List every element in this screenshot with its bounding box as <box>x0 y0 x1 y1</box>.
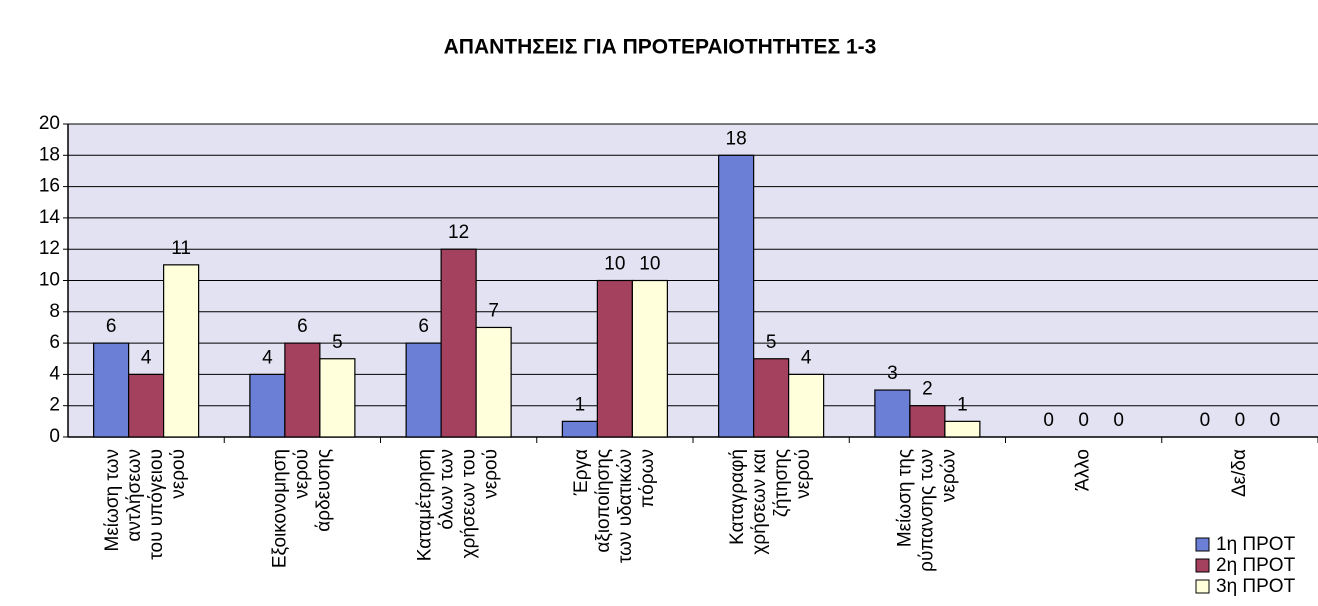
y-tick-label: 18 <box>39 144 60 165</box>
value-label: 5 <box>332 332 343 353</box>
x-tick-label-line: Άλλο <box>1073 449 1094 491</box>
x-tick-label-line: Εξοικονομηση <box>269 449 290 568</box>
bar <box>93 342 130 438</box>
x-tick-label: Δε/δα <box>1229 449 1250 497</box>
value-label: 0 <box>1200 410 1211 431</box>
legend-swatch <box>1195 558 1210 573</box>
bar <box>874 389 911 438</box>
value-label: 0 <box>1113 410 1124 431</box>
x-tick-label-line: νερού <box>793 449 814 499</box>
legend-swatch <box>1195 579 1210 594</box>
y-tick-label: 6 <box>49 332 60 353</box>
value-label: 7 <box>488 300 499 321</box>
x-tick-label-line: πόρων <box>637 449 658 508</box>
value-label: 12 <box>448 222 469 243</box>
x-tick-label-line: ζήτησης <box>771 449 792 517</box>
x-tick-label-line: Έργα <box>571 449 592 496</box>
y-tick-label: 10 <box>39 270 60 291</box>
y-tick-label: 20 <box>39 113 60 134</box>
x-tick-label-line: άρδευσης <box>313 449 334 532</box>
x-tick-label-line: Μείωση των <box>102 449 123 552</box>
x-tick-label-line: χρήσεων και <box>749 449 770 555</box>
y-tick-label: 8 <box>49 301 60 322</box>
y-tick-label: 14 <box>39 207 61 228</box>
legend-label: 1η ΠΡΟΤ <box>1216 534 1296 555</box>
bar <box>944 420 981 438</box>
x-tick-label: Μείωση τηςρύπανσης τωννερών <box>894 449 959 572</box>
bar <box>319 358 356 438</box>
x-tick-label-line: χρήσεων του <box>459 449 480 558</box>
bar <box>284 342 321 438</box>
legend-label: 3η ΠΡΟΤ <box>1216 576 1296 597</box>
x-tick-label-line: ρύπανσης των <box>916 449 937 572</box>
x-tick-label-line: αξιοποίησης <box>593 449 614 553</box>
value-label: 11 <box>171 238 191 259</box>
bar <box>909 405 946 438</box>
bar <box>596 279 633 438</box>
value-label: 3 <box>887 363 898 384</box>
x-tick-label: Έργααξιοποίησηςτων υδατικώνπόρων <box>571 449 658 563</box>
bar <box>249 373 286 438</box>
value-label: 5 <box>766 332 777 353</box>
x-tick-label-line: αντλήσεων <box>124 449 145 542</box>
value-label: 6 <box>418 316 429 337</box>
bar <box>475 326 512 438</box>
x-tick-label-line: νερών <box>938 449 959 502</box>
bar <box>163 264 200 438</box>
x-tick-label-line: νερού <box>291 449 312 499</box>
bar <box>718 154 755 438</box>
bar <box>631 279 668 438</box>
legend-label: 2η ΠΡΟΤ <box>1216 555 1296 576</box>
value-label: 18 <box>726 128 747 149</box>
value-label: 0 <box>1043 410 1054 431</box>
chart-title: ΑΠΑΝΤΗΣΕΙΣ ΓΙΑ ΠΡΟΤΕΡΑΙΟΤΗΤΗΤΕΣ 1-3 <box>444 36 877 59</box>
value-label: 6 <box>106 316 117 337</box>
value-label: 1 <box>575 394 586 415</box>
value-label: 0 <box>1078 410 1089 431</box>
value-label: 0 <box>1270 410 1281 431</box>
x-tick-label-line: Δε/δα <box>1229 449 1250 497</box>
y-tick-label: 0 <box>49 426 60 447</box>
x-tick-label-line: Καταγραφή <box>727 449 748 545</box>
x-tick-label-line: Καταμέτρηση <box>415 449 436 561</box>
x-tick-label: Εξοικονομησηνερούάρδευσης <box>269 449 334 568</box>
x-tick-label: Καταγραφήχρήσεων καιζήτησηςνερού <box>727 449 814 555</box>
y-tick-label: 12 <box>39 238 60 259</box>
x-tick-label-line: Μείωση της <box>894 449 915 547</box>
value-label: 4 <box>262 347 273 368</box>
value-label: 0 <box>1235 410 1246 431</box>
value-label: 6 <box>297 316 308 337</box>
x-tick-label-line: όλων των <box>437 449 458 530</box>
bar <box>753 358 790 438</box>
value-label: 1 <box>957 394 968 415</box>
bar <box>405 342 442 438</box>
bar <box>788 373 825 438</box>
legend-swatch <box>1195 537 1210 552</box>
x-tick-label: Καταμέτρησηόλων τωνχρήσεων τουνερού <box>415 449 502 561</box>
x-tick-label-line: των υδατικών <box>615 449 636 563</box>
bar <box>128 373 165 438</box>
value-label: 10 <box>604 254 625 275</box>
x-tick-label-line: νερού <box>481 449 502 499</box>
y-tick-label: 16 <box>39 176 60 197</box>
x-tick-label: Άλλο <box>1073 449 1094 491</box>
x-tick-label: Μείωση τωναντλήσεωντου υπόγειουνερού <box>102 449 189 560</box>
y-tick-label: 4 <box>49 363 60 384</box>
x-tick-label-line: νερού <box>168 449 189 499</box>
x-tick-label-line: του υπόγειου <box>146 449 167 560</box>
value-label: 10 <box>639 254 660 275</box>
bar <box>440 248 477 438</box>
value-label: 2 <box>922 379 933 400</box>
y-tick-label: 2 <box>49 395 60 416</box>
value-label: 4 <box>141 347 152 368</box>
value-label: 4 <box>801 347 812 368</box>
bar <box>561 420 598 438</box>
